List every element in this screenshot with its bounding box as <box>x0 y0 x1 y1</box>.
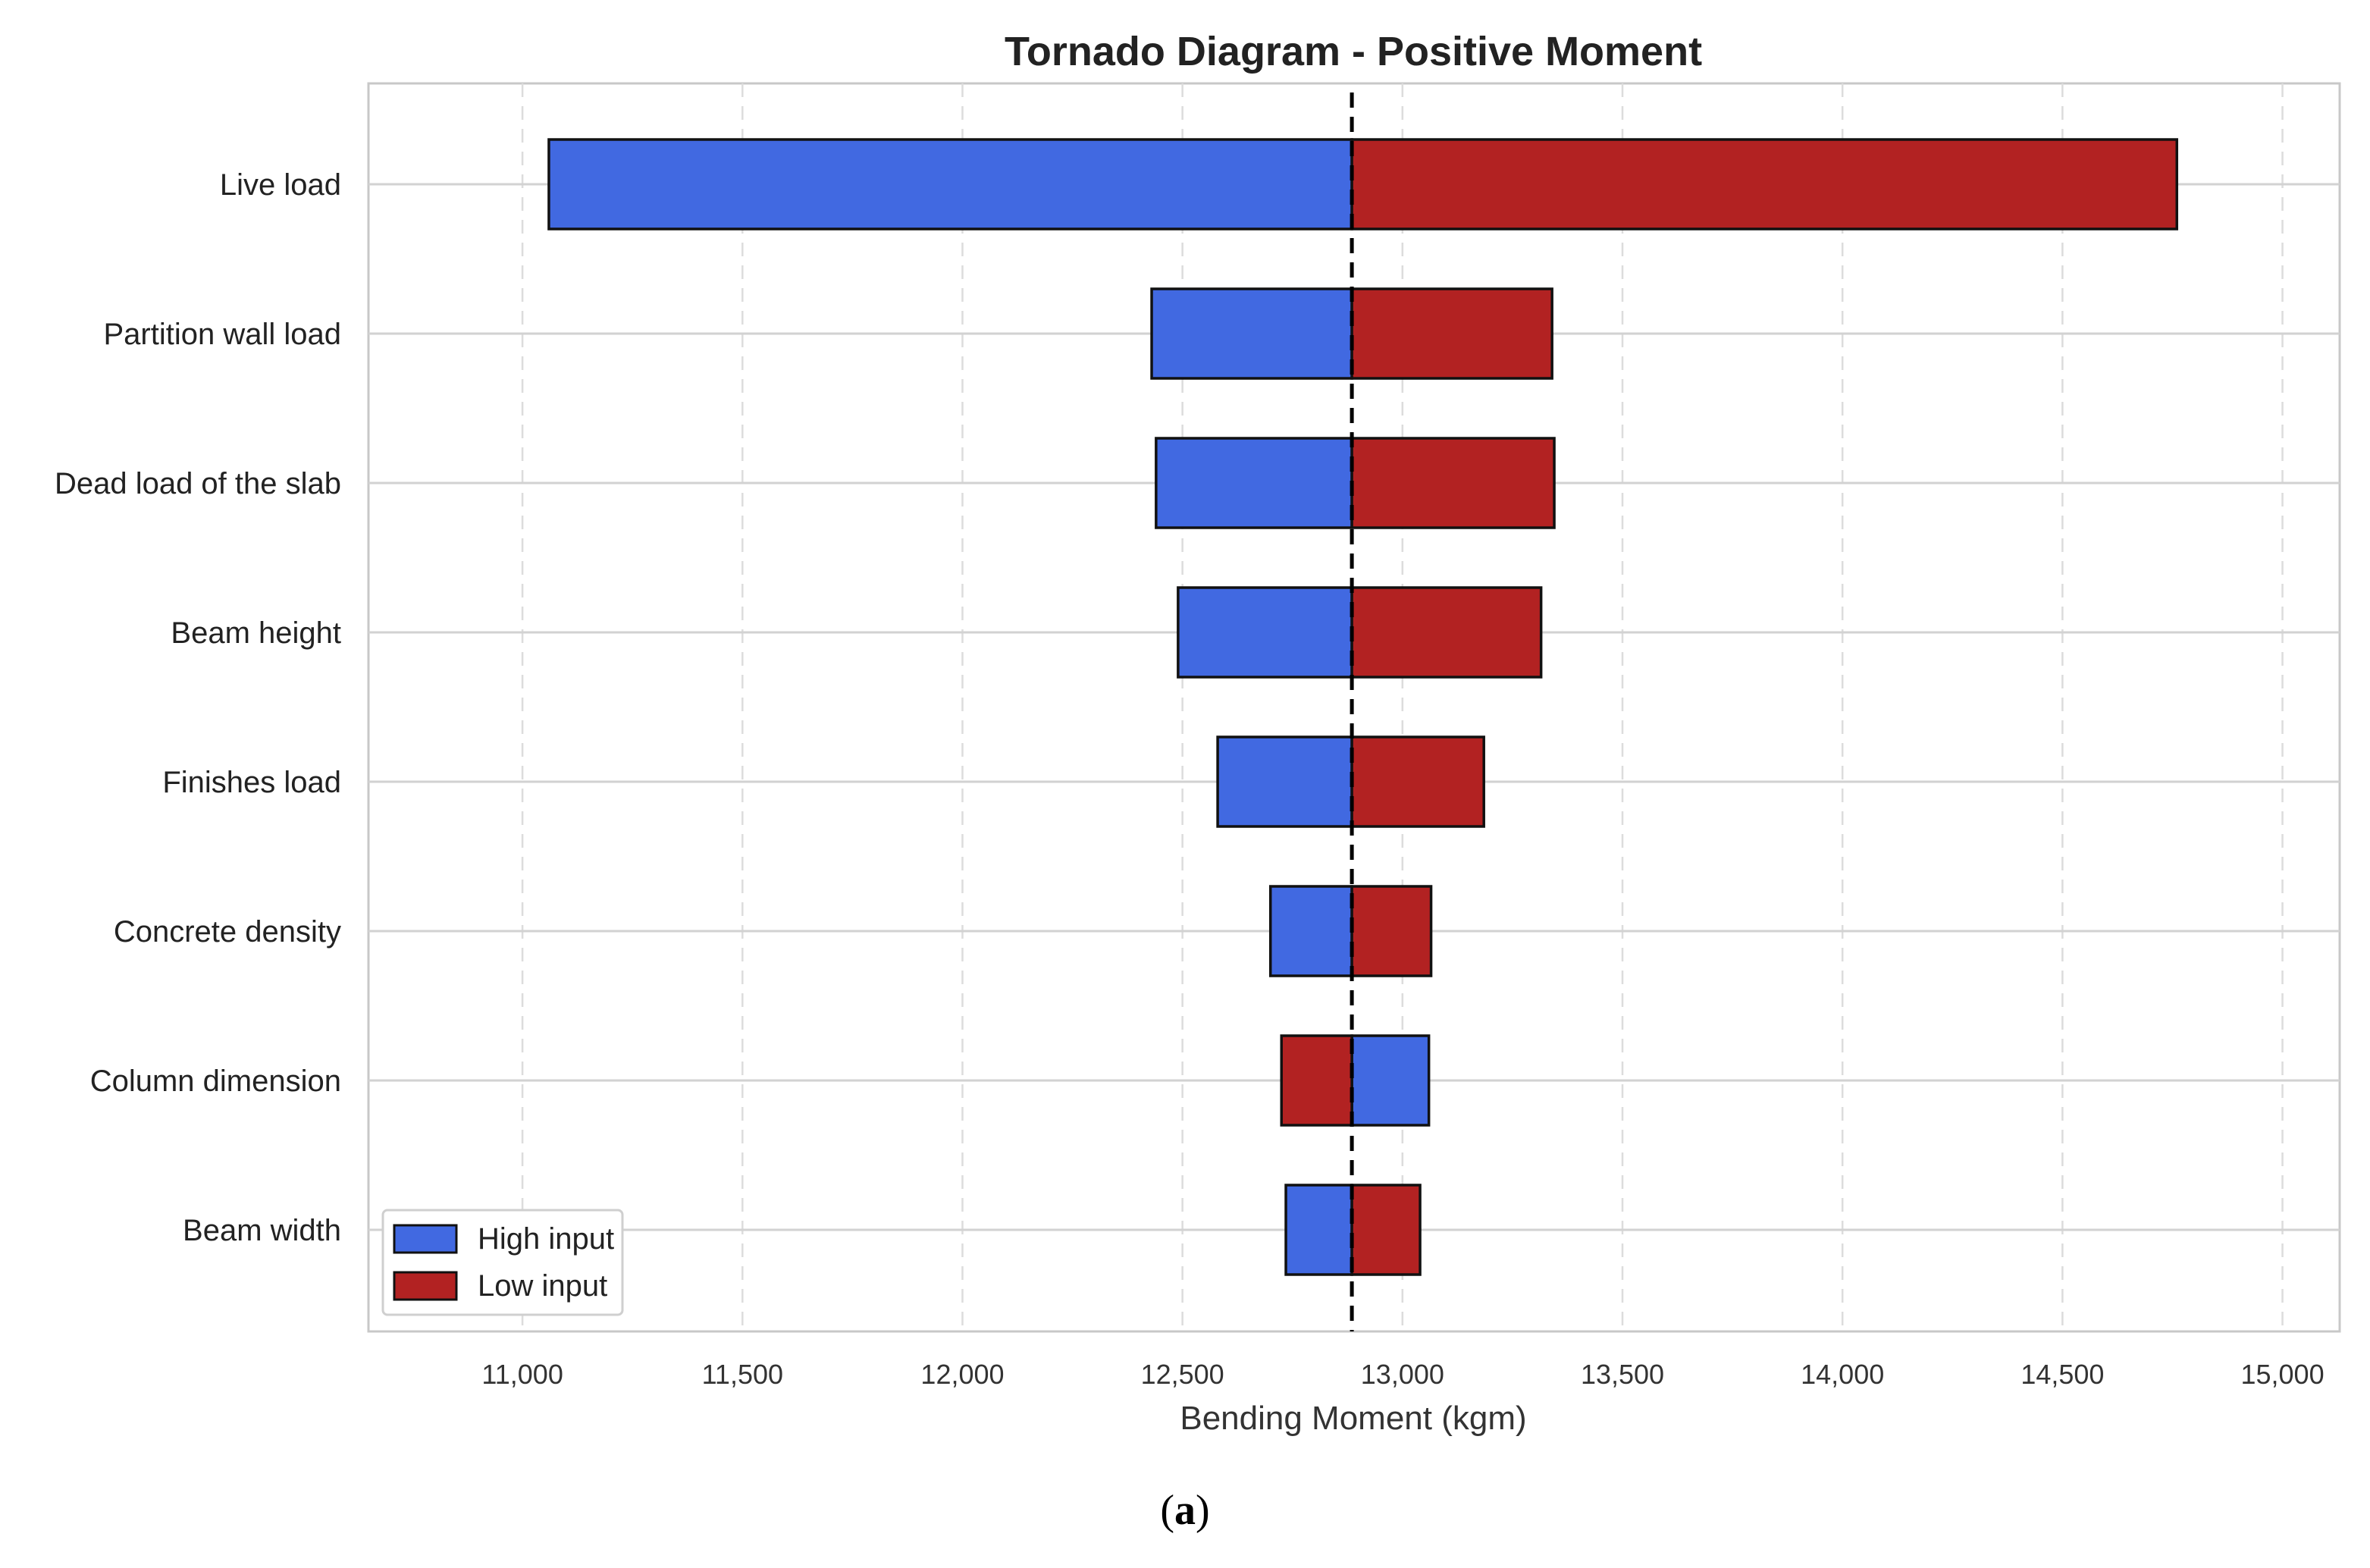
bar-low-input <box>1350 437 1556 529</box>
legend-label: High input <box>478 1222 614 1256</box>
bar-high-input <box>1284 1184 1353 1276</box>
x-tick-label: 12,000 <box>920 1359 1004 1390</box>
bar-high-input <box>1177 586 1353 679</box>
bar-high-input <box>1350 1034 1431 1127</box>
bar-high-input <box>1155 437 1353 529</box>
x-tick-label: 13,500 <box>1581 1359 1664 1390</box>
bar-high-input <box>1268 885 1353 977</box>
legend-swatch <box>393 1224 458 1254</box>
x-tick-label: 15,000 <box>2240 1359 2324 1390</box>
y-tick-label: Finishes load <box>162 766 341 799</box>
legend-label: Low input <box>478 1269 607 1303</box>
bar-low-input <box>1350 586 1543 679</box>
bar-low-input <box>1350 885 1433 977</box>
bar-high-input <box>547 138 1353 230</box>
caption-letter: a <box>1174 1487 1196 1534</box>
plot-area <box>367 82 2341 1333</box>
x-tick-label: 11,500 <box>702 1359 783 1390</box>
bar-low-input <box>1350 1184 1422 1276</box>
x-tick-label: 11,000 <box>481 1359 563 1390</box>
bar-low-input <box>1350 735 1485 828</box>
x-axis-label: Bending Moment (kgm) <box>1180 1400 1526 1437</box>
bar-high-input <box>1150 287 1353 380</box>
x-tick-label: 12,500 <box>1141 1359 1224 1390</box>
x-tick-label: 13,000 <box>1361 1359 1444 1390</box>
figure-caption: (a) <box>1160 1487 1210 1534</box>
chart-title: Tornado Diagram - Positive Moment <box>1005 29 1702 74</box>
bar-low-input <box>1350 287 1553 380</box>
y-tick-label: Beam height <box>171 616 341 650</box>
bar-low-input <box>1350 138 2179 230</box>
x-tick-label: 14,500 <box>2020 1359 2104 1390</box>
y-tick-label: Live load <box>220 168 341 202</box>
y-tick-label: Column dimension <box>90 1065 341 1098</box>
y-tick-label: Beam width <box>183 1214 341 1247</box>
y-tick-label: Partition wall load <box>104 318 342 351</box>
x-tick-label: 14,000 <box>1801 1359 1884 1390</box>
legend-swatch <box>393 1271 458 1301</box>
bar-low-input <box>1280 1034 1353 1127</box>
y-tick-label: Dead load of the slab <box>55 467 341 500</box>
y-tick-label: Concrete density <box>114 915 341 949</box>
bar-high-input <box>1216 735 1353 828</box>
